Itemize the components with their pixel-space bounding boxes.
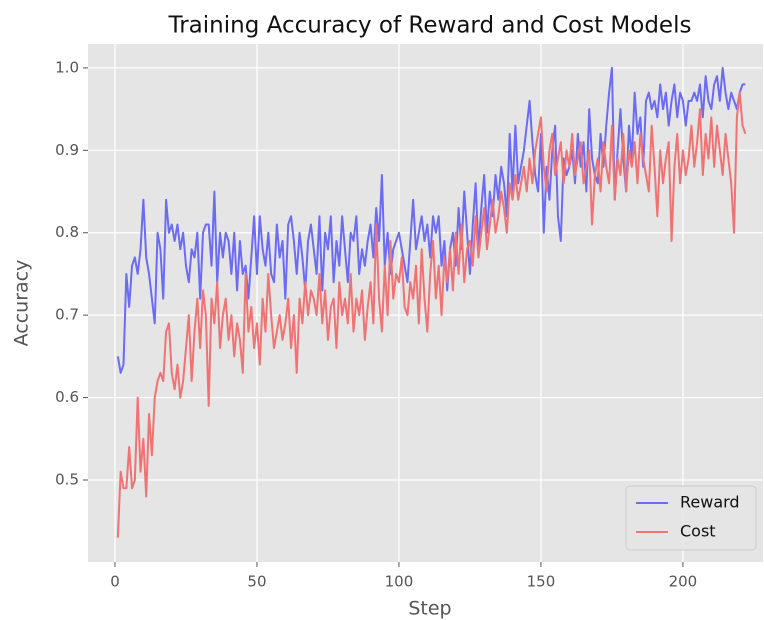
y-axis-label: Accuracy	[11, 260, 33, 347]
legend-label: Reward	[680, 493, 740, 512]
y-tick-label: 0.5	[55, 470, 79, 488]
x-axis-label: Step	[408, 598, 451, 620]
series-line	[116, 91, 747, 538]
y-tick-label: 0.7	[55, 306, 79, 324]
y-tick-label: 0.9	[55, 141, 79, 159]
legend-label: Cost	[680, 522, 716, 541]
x-tick-label: 100	[385, 573, 414, 591]
lines	[116, 66, 747, 538]
x-tick-label: 150	[527, 573, 556, 591]
x-tick-label: 200	[669, 573, 698, 591]
ticks: 0.5 0.6 0.7 0.8 0.9 1.0 0 50 100 150 200	[55, 58, 697, 590]
legend: Reward Cost	[625, 485, 757, 551]
x-tick-label: 0	[110, 573, 120, 591]
chart-title: Training Accuracy of Reward and Cost Mod…	[168, 13, 692, 39]
y-tick-label: 0.6	[55, 388, 79, 406]
y-tick-label: 1.0	[55, 58, 79, 76]
y-tick-label: 0.8	[55, 223, 79, 241]
series-line	[116, 66, 746, 374]
x-tick-label: 50	[247, 573, 266, 591]
